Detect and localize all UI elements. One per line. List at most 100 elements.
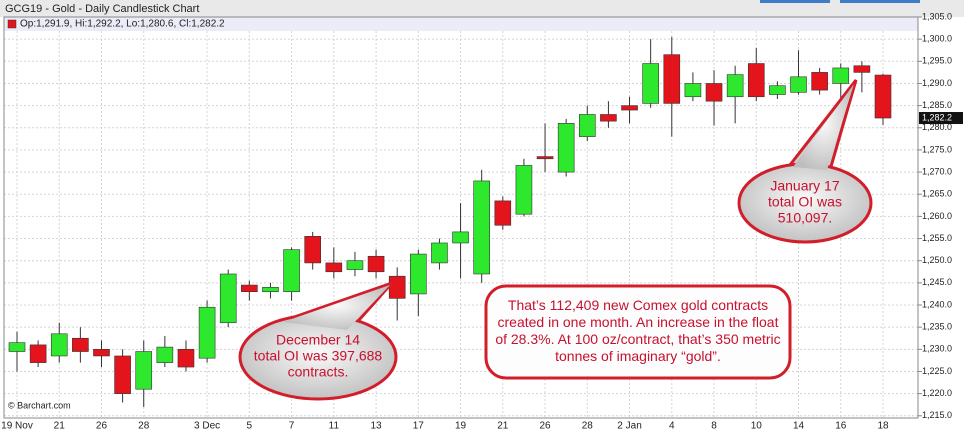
candle-body (93, 349, 110, 357)
candle-body (578, 114, 596, 137)
y-tick-label: 1,230.0 (922, 344, 952, 354)
y-tick-label: 1,235.0 (922, 322, 952, 332)
x-tick-label: 19 (455, 421, 467, 432)
candle-body (431, 242, 448, 264)
candle-body (219, 273, 237, 324)
annotation-line: January 17 (770, 178, 839, 194)
y-tick-label: 1,275.0 (922, 144, 952, 154)
legend-strip (4, 17, 918, 31)
candle-body (114, 355, 131, 394)
candle-body (726, 74, 744, 98)
candle-body (642, 63, 659, 104)
candle-body (769, 85, 786, 95)
callout-box (484, 284, 792, 380)
x-tick-label: 3 Dec (194, 421, 220, 432)
y-tick-label: 1,295.0 (922, 56, 952, 66)
x-tick-label: 21 (497, 421, 509, 432)
annotation-line: total OI was 397,688 (254, 348, 383, 364)
x-tick-label: 19 Nov (1, 421, 33, 432)
y-tick-label: 1,215.0 (922, 410, 952, 420)
y-tick-label: 1,265.0 (922, 189, 952, 199)
x-tick-label: 18 (877, 421, 889, 432)
x-tick-label: 5 (247, 421, 253, 432)
candle-body (473, 180, 490, 275)
candle-body (177, 349, 195, 368)
candle-body (410, 253, 427, 295)
x-tick-label: 10 (751, 421, 763, 432)
candle-body (198, 306, 216, 359)
candle-body (684, 83, 702, 98)
callout-dec (238, 279, 398, 401)
x-tick-label: 28 (138, 421, 150, 432)
legend-swatch (7, 19, 17, 29)
candle-body (874, 74, 892, 119)
candle-body (262, 286, 279, 293)
candle-body (367, 255, 385, 273)
candle-body (283, 249, 300, 293)
candle-body (600, 114, 617, 122)
y-tick-label: 1,245.0 (922, 277, 952, 287)
candle-body (346, 260, 364, 270)
last-price-label: 1,282.2 (922, 112, 952, 122)
button[interactable] (760, 0, 830, 3)
candle-body (388, 275, 406, 299)
y-tick-label: 1,240.0 (922, 299, 952, 309)
annotation-line: tonnes of imaginary “gold”. (555, 348, 721, 364)
x-tick-label: 17 (413, 421, 425, 432)
candle-body (832, 67, 850, 84)
candle-body (747, 63, 765, 98)
candle-body (8, 342, 26, 352)
y-tick-label: 1,300.0 (922, 34, 952, 44)
candle-body (853, 65, 871, 73)
candle-body (50, 333, 68, 357)
callout-jan (737, 79, 873, 244)
candle-body (29, 344, 47, 363)
candle-body (663, 54, 681, 104)
annotation-line: contracts. (288, 364, 349, 380)
annotation-line: December 14 (276, 332, 360, 348)
y-tick-label: 1,260.0 (922, 211, 952, 221)
annotation-line: of 28.3%. At 100 oz/contract, that’s 350… (495, 331, 780, 347)
button[interactable] (840, 0, 920, 3)
y-tick-label: 1,305.0 (922, 11, 952, 21)
annotation-line: created in one month. An increase in the… (498, 314, 779, 330)
candle-body (621, 105, 638, 111)
y-tick-label: 1,250.0 (922, 255, 952, 265)
x-tick-label: 7 (289, 421, 295, 432)
callout-pointer-fill (793, 84, 854, 170)
candle-body (536, 156, 554, 160)
legend-text: Op:1,291.9, Hi:1,292.2, Lo:1,280.6, Cl:1… (20, 19, 225, 30)
candle-body (72, 337, 89, 352)
source: © Barchart.com (8, 400, 71, 410)
x-tick-label: 21 (54, 421, 66, 432)
x-tick-label: 13 (371, 421, 383, 432)
y-tick-label: 1,290.0 (922, 78, 952, 88)
candle-body (515, 165, 533, 215)
x-tick-label: 16 (835, 421, 847, 432)
last-price-box (919, 112, 963, 125)
title-bar (0, 0, 964, 17)
annotation-line: total OI was (768, 194, 842, 210)
candle-body (705, 83, 723, 102)
x-tick-label: 26 (96, 421, 108, 432)
y-tick-label: 1,270.0 (922, 166, 952, 176)
candles (8, 36, 892, 407)
x-tick-label: 11 (329, 421, 340, 432)
x-tick-label: 26 (539, 421, 551, 432)
annotation-line: 510,097. (778, 210, 833, 226)
y-tick-label: 1,285.0 (922, 100, 952, 110)
callout-pointer-fill (283, 285, 390, 330)
y-tick-label: 1,280.0 (922, 122, 952, 132)
plot-frame (3, 16, 919, 419)
annotation-line: That’s 112,409 new Comex gold contracts (508, 297, 768, 313)
x-tick-label: 28 (582, 421, 594, 432)
candle-body (135, 351, 153, 390)
candle-body (557, 123, 575, 173)
candle-body (452, 231, 469, 244)
x-tick-label: 8 (711, 421, 717, 432)
x-tick-label: 4 (669, 421, 675, 432)
candle-body (241, 284, 258, 293)
candle-body (304, 236, 322, 264)
